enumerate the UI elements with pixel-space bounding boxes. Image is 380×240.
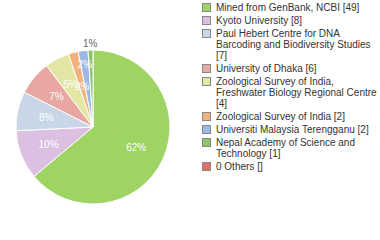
svg-text:2%: 2% xyxy=(78,59,93,70)
svg-text:7%: 7% xyxy=(49,91,64,102)
svg-text:5%: 5% xyxy=(63,79,78,91)
svg-text:8%: 8% xyxy=(39,112,54,123)
svg-text:1%: 1% xyxy=(83,38,98,49)
html-text:University of Dhaka [6]: University of Dhaka [6] xyxy=(216,63,317,74)
html-text:Mined from GenBank, NCBI [49]: Mined from GenBank, NCBI [49] xyxy=(216,2,360,13)
html-text:Universiti Malaysia Terengganu: Universiti Malaysia Terengganu [2] xyxy=(216,124,369,135)
svg-text:62%: 62% xyxy=(126,142,146,153)
html-text:Zoological Survey of India, Fr: Zoological Survey of India, Freshwater B… xyxy=(216,76,377,109)
html-text:Nepal Academy of Science and T: Nepal Academy of Science and Technology … xyxy=(216,137,355,159)
svg-text:2%: 2% xyxy=(75,81,90,92)
html-text:Zoological Survey of India [2]: Zoological Survey of India [2] xyxy=(216,111,345,122)
svg-text:10%: 10% xyxy=(39,139,59,150)
html-text:Paul Hebert Centre for DNA Bar: Paul Hebert Centre for DNA Barcoding and… xyxy=(216,28,371,61)
html-text:Kyoto University [8]: Kyoto University [8] xyxy=(216,15,303,26)
html-text:0 Others []: 0 Others [] xyxy=(216,161,263,172)
